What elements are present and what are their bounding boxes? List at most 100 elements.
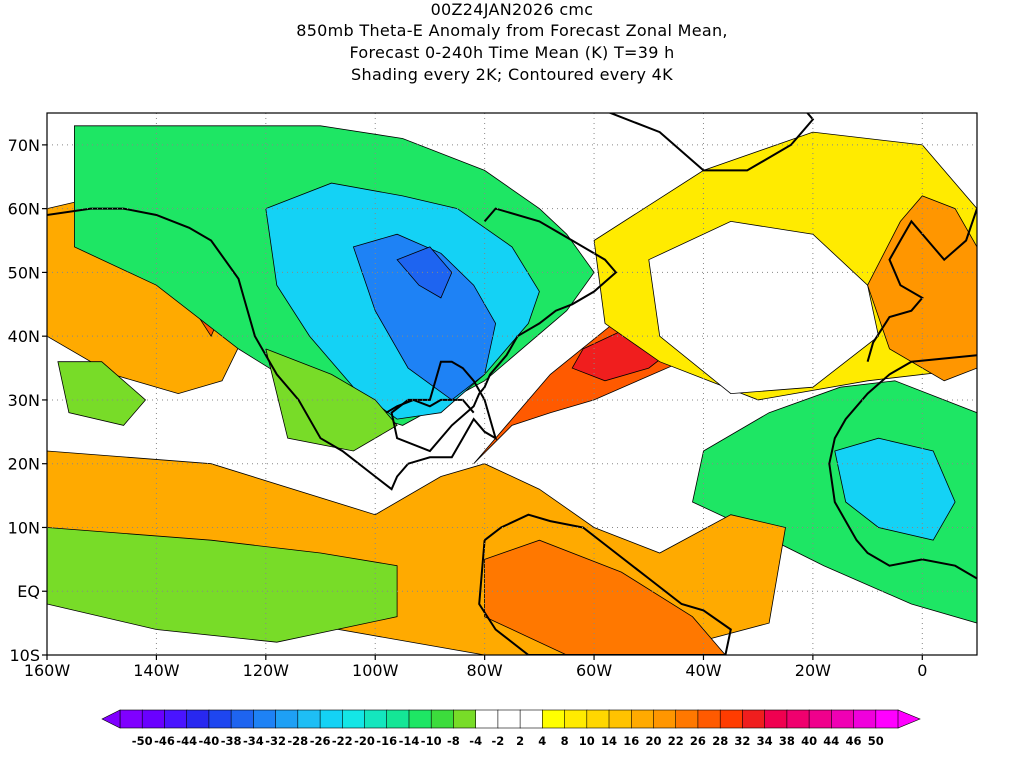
title-line-1: 00Z24JAN2026 cmc	[430, 0, 594, 19]
colorbar-label: -14	[399, 734, 420, 748]
colorbar-label: 32	[734, 734, 750, 748]
title-line-4: Shading every 2K; Contoured every 4K	[351, 65, 673, 84]
colorbar-label: 10	[579, 734, 595, 748]
colorbar-swatch	[497, 709, 521, 729]
colorbar-swatch	[430, 709, 455, 729]
coastline-south-america	[478, 513, 732, 655]
colorbar-arrow-high	[897, 709, 921, 729]
lon-label: 160W	[24, 661, 71, 680]
colorbar-swatch	[742, 709, 766, 729]
colorbar-swatch	[408, 709, 432, 729]
colorbar-label: -4	[469, 734, 482, 748]
region-africa-teal	[834, 437, 956, 541]
colorbar-swatch	[364, 709, 388, 729]
lon-label: 0	[917, 661, 927, 680]
colorbar-label: 50	[868, 734, 884, 748]
colorbar	[101, 709, 921, 729]
lat-label: 30N	[8, 391, 40, 410]
colorbar-label: 8	[561, 734, 569, 748]
colorbar-swatch	[119, 709, 143, 729]
lat-label: 40N	[8, 327, 40, 346]
lon-label: 100W	[352, 661, 399, 680]
colorbar-label: -16	[376, 734, 397, 748]
lat-label: 20N	[8, 455, 40, 474]
colorbar-label: 44	[823, 734, 839, 748]
colorbar-label: -28	[287, 734, 308, 748]
colorbar-label: -8	[447, 734, 460, 748]
lat-label: 10N	[8, 518, 40, 537]
colorbar-swatch	[141, 709, 165, 729]
longitude-axis: 160W 140W 120W 100W 80W 60W 40W 20W 0	[24, 655, 927, 680]
colorbar-label: 22	[668, 734, 684, 748]
colorbar-swatch	[341, 709, 366, 729]
colorbar-swatch	[830, 709, 855, 729]
colorbar-labels: -50 -46 -44 -40 -38 -34 -32 -28 -26 -22 -20 -16 -14-…	[132, 734, 884, 748]
colorbar-label: -26	[310, 734, 331, 748]
colorbar-label: 20	[645, 734, 661, 748]
colorbar-label: -50	[132, 734, 153, 748]
lon-label: 140W	[133, 661, 180, 680]
colorbar-label: 34	[757, 734, 773, 748]
lat-label: 10S	[9, 646, 40, 665]
region-mid-atlantic-white	[648, 220, 879, 395]
colorbar-swatch	[541, 709, 566, 729]
lat-label: EQ	[17, 582, 40, 601]
lon-label: 60W	[576, 661, 612, 680]
map-shading	[47, 113, 977, 655]
colorbar-swatch	[519, 709, 543, 729]
colorbar-label: -40	[199, 734, 220, 748]
colorbar-swatch	[675, 709, 699, 729]
graticule	[47, 113, 977, 655]
colorbar-swatch	[253, 709, 277, 729]
colorbar-label: -34	[243, 734, 264, 748]
colorbar-arrow-low	[101, 709, 121, 729]
title-line-2: 850mb Theta-E Anomaly from Forecast Zona…	[296, 21, 728, 40]
title-line-3: Forecast 0-240h Time Mean (K) T=39 h	[349, 43, 675, 62]
colorbar-swatch	[608, 709, 632, 729]
colorbar-swatch	[208, 709, 232, 729]
colorbar-label: -38	[221, 734, 242, 748]
colorbar-label: -20	[354, 734, 375, 748]
lon-label: 20W	[795, 661, 831, 680]
latitude-axis: 70N 60N 50N 40N 30N 20N 10N EQ 10S	[8, 136, 47, 665]
lat-label: 70N	[8, 136, 40, 155]
colorbar-label: 4	[538, 734, 546, 748]
lon-label: 80W	[467, 661, 503, 680]
colorbar-swatch	[697, 709, 721, 729]
colorbar-label: 14	[601, 734, 617, 748]
coastline-north-america-west	[47, 207, 498, 491]
lon-label: 120W	[243, 661, 290, 680]
colorbar-label: 28	[712, 734, 728, 748]
colorbar-label: -22	[332, 734, 353, 748]
colorbar-swatch	[275, 709, 299, 729]
coastline-africa-west	[828, 354, 977, 580]
region-east-blue	[396, 246, 453, 299]
colorbar-label: 38	[779, 734, 795, 748]
coastline-greenland	[607, 113, 815, 172]
lon-label: 40W	[685, 661, 721, 680]
colorbar-swatch	[719, 709, 744, 729]
colorbar-swatch	[764, 709, 788, 729]
colorbar-swatch	[230, 709, 254, 729]
colorbar-swatch	[297, 709, 321, 729]
colorbar-label: 40	[801, 734, 817, 748]
colorbar-label: 2	[516, 734, 524, 748]
colorbar-swatch	[453, 709, 477, 729]
region-gulf-green	[265, 348, 398, 452]
colorbar-swatch	[630, 709, 655, 729]
colorbar-swatch	[164, 709, 188, 729]
colorbar-label: 26	[690, 734, 706, 748]
region-pacific-tropical-green	[47, 527, 398, 643]
coastlines	[47, 113, 977, 655]
colorbar-swatch	[475, 709, 499, 729]
colorbar-label: 46	[845, 734, 861, 748]
lat-label: 50N	[8, 263, 40, 282]
coastline-europe-west	[866, 208, 977, 362]
colorbar-label: -10	[421, 734, 442, 748]
colorbar-swatch	[564, 709, 588, 729]
region-continent-blue	[352, 233, 497, 401]
colorbar-swatch	[853, 709, 877, 729]
colorbar-label: 16	[623, 734, 639, 748]
map-frame	[46, 112, 978, 656]
